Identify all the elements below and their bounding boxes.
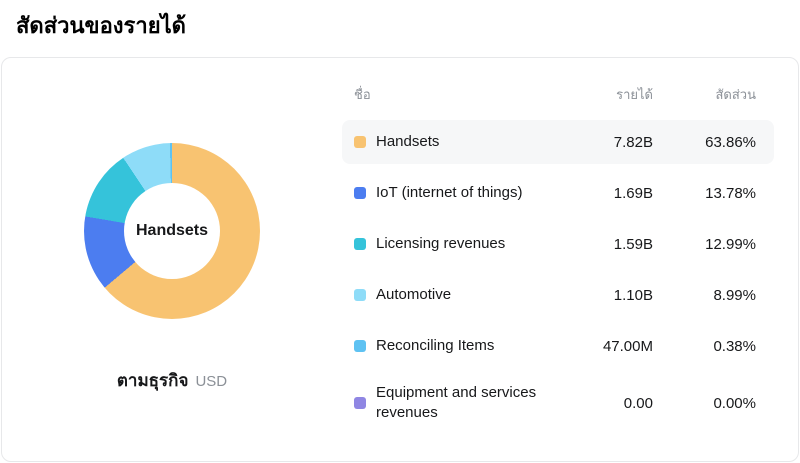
legend-swatch-icon [354, 136, 366, 148]
row-share: 8.99% [713, 286, 756, 304]
row-share: 63.86% [705, 133, 756, 151]
table-row[interactable]: Equipment and services revenues 0.00 0.0… [342, 375, 774, 431]
row-label: Equipment and services revenues [376, 383, 537, 421]
row-label: IoT (internet of things) [376, 183, 523, 201]
row-share: 12.99% [705, 235, 756, 253]
legend-swatch-icon [354, 238, 366, 250]
revenue-card: Handsets ตามธุรกิจ USD ชื่อ รายได้ สัดส่… [1, 57, 799, 462]
chart-pane: Handsets ตามธุรกิจ USD [2, 58, 342, 461]
table-row[interactable]: IoT (internet of things) 1.69B 13.78% [342, 171, 774, 215]
row-revenue: 7.82B [613, 133, 653, 151]
header-name: ชื่อ [354, 86, 371, 102]
row-label: Reconciling Items [376, 336, 495, 354]
row-revenue: 1.59B [613, 235, 653, 253]
table-row[interactable]: Licensing revenues 1.59B 12.99% [342, 222, 774, 266]
header-share: สัดส่วน [715, 86, 757, 102]
table-row[interactable]: Automotive 1.10B 8.99% [342, 273, 774, 317]
table-row[interactable]: Handsets 7.82B 63.86% [342, 120, 774, 164]
row-revenue: 1.69B [613, 184, 653, 202]
legend-swatch-icon [354, 289, 366, 301]
header-revenue: รายได้ [616, 86, 653, 102]
row-label: Licensing revenues [376, 234, 506, 252]
row-revenue: 1.10B [613, 286, 653, 304]
donut-center-label: Handsets [135, 222, 209, 239]
legend-swatch-icon [354, 397, 366, 409]
legend-swatch-icon [354, 187, 366, 199]
chart-footer: ตามธุรกิจ USD [117, 367, 227, 394]
chart-unit-label: USD [195, 373, 228, 390]
table-header: ชื่อ รายได้ สัดส่วน [342, 84, 774, 104]
row-revenue: 0.00 [623, 394, 653, 412]
chart-footer-label: ตามธุรกิจ [116, 371, 189, 390]
row-revenue: 47.00M [602, 337, 653, 355]
row-label: Handsets [376, 132, 440, 150]
donut-chart[interactable]: Handsets [84, 143, 260, 319]
legend-table: ชื่อ รายได้ สัดส่วน Handsets 7.82B 63.86… [342, 58, 798, 461]
row-share: 0.38% [713, 337, 756, 355]
row-share: 0.00% [713, 394, 756, 412]
page-title: สัดส่วนของรายได้ [16, 13, 186, 38]
donut-hole: Handsets [124, 183, 220, 279]
row-label: Automotive [376, 285, 452, 303]
legend-swatch-icon [354, 340, 366, 352]
table-row[interactable]: Reconciling Items 47.00M 0.38% [342, 324, 774, 368]
row-share: 13.78% [705, 184, 756, 202]
